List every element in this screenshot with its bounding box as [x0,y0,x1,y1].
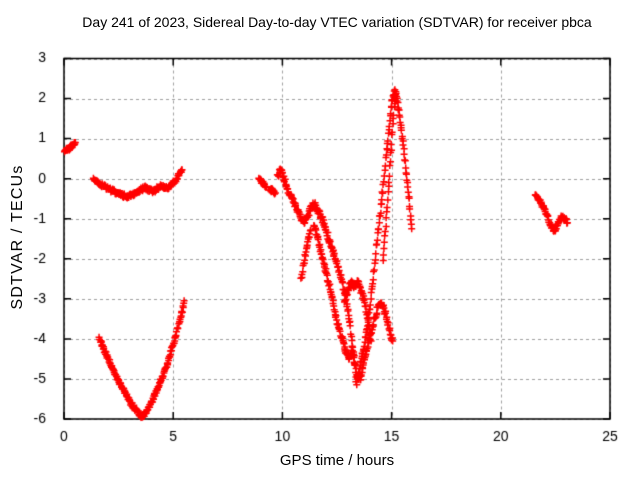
y-axis-label: SDTVAR / TECUs [9,164,26,310]
chart-title: Day 241 of 2023, Sidereal Day-to-day VTE… [82,14,592,30]
x-axis-label: GPS time / hours [279,452,395,469]
